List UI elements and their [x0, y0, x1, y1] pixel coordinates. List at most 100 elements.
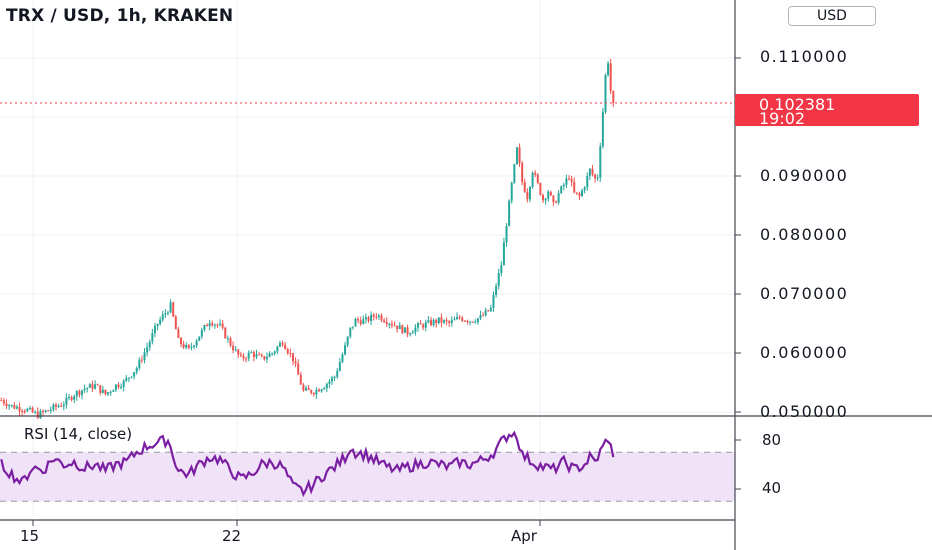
candle-body — [75, 391, 78, 397]
candle-body — [560, 186, 563, 194]
candle-body — [531, 172, 534, 187]
candle-body — [323, 388, 326, 390]
candle-body — [552, 195, 555, 203]
candle-body — [461, 317, 464, 321]
candle-body — [31, 407, 34, 413]
candle-body — [489, 307, 492, 312]
candle-body — [101, 389, 104, 393]
candle-body — [476, 318, 479, 322]
candle-body — [612, 90, 615, 103]
x-tick-label: 15 — [20, 527, 40, 545]
candle-body — [289, 352, 292, 354]
rsi-series — [0, 430, 615, 498]
candle-body — [594, 174, 597, 179]
candle-body — [302, 384, 305, 391]
candle-body — [146, 347, 149, 353]
candle-body — [127, 377, 130, 379]
candle-body — [276, 346, 279, 352]
candle-body — [497, 273, 500, 287]
candle-body — [463, 320, 466, 322]
candle-body — [549, 191, 552, 196]
candle-body — [541, 194, 544, 201]
bar-countdown: 19:02 — [759, 109, 806, 128]
candle-body — [252, 352, 255, 358]
candle-body — [609, 63, 612, 91]
candle-body — [596, 177, 599, 179]
x-tick-label: 22 — [222, 527, 242, 545]
candle-body — [362, 319, 365, 324]
candle-body — [294, 361, 297, 364]
candle-body — [268, 353, 271, 358]
y-tick-label: 0.110000 — [760, 47, 849, 66]
candle-body — [140, 359, 143, 361]
candle-body — [65, 397, 68, 405]
candle-body — [427, 320, 430, 323]
candle-body — [484, 310, 487, 316]
candle-body — [495, 286, 498, 295]
candle-body — [200, 329, 203, 337]
candle-body — [312, 393, 315, 395]
candle-body — [398, 325, 401, 330]
candle-body — [492, 294, 495, 308]
candle-body — [570, 178, 573, 182]
candle-body — [250, 352, 253, 354]
y-tick-label: 0.090000 — [760, 166, 849, 185]
candle-body — [73, 396, 76, 400]
rsi-tick-label: 40 — [762, 479, 782, 497]
candle-body — [185, 344, 188, 348]
candle-body — [104, 389, 107, 395]
candle-body — [581, 190, 584, 197]
candle-body — [315, 389, 318, 395]
candle-body — [226, 338, 229, 340]
grid-lines — [0, 0, 735, 518]
candle-body — [320, 389, 323, 392]
candle-body — [52, 404, 55, 410]
candle-body — [377, 315, 380, 317]
candle-body — [351, 326, 354, 328]
candle-body — [83, 388, 86, 391]
candle-body — [297, 363, 300, 375]
candle-body — [135, 368, 138, 373]
candle-body — [536, 174, 539, 183]
candle-body — [125, 378, 128, 381]
candle-body — [364, 317, 367, 320]
candle-body — [286, 349, 289, 353]
candle-body — [281, 343, 284, 345]
candle-body — [190, 346, 193, 348]
candle-body — [54, 404, 57, 407]
candle-body — [401, 325, 404, 333]
candle-body — [568, 178, 571, 180]
candle-body — [388, 323, 391, 325]
candle-body — [430, 320, 433, 326]
rsi-label: RSI (14, close) — [24, 425, 133, 443]
candle-body — [544, 198, 547, 201]
candle-body — [370, 314, 373, 321]
candle-body — [601, 111, 604, 147]
candle-body — [166, 312, 169, 314]
last-price-value: 0.102381 — [759, 95, 836, 114]
candle-body — [526, 192, 529, 200]
candle-body — [114, 384, 117, 391]
candle-body — [396, 325, 399, 330]
candle-body — [453, 319, 456, 321]
candle-body — [393, 325, 396, 327]
candle-body — [26, 409, 29, 412]
candle-body — [138, 359, 141, 369]
candle-body — [13, 404, 16, 409]
candle-body — [346, 336, 349, 346]
candle-body — [10, 404, 13, 406]
candle-body — [34, 411, 37, 413]
candle-body — [221, 323, 224, 328]
candle-body — [62, 404, 65, 407]
currency-button[interactable]: USD — [788, 6, 876, 26]
candle-body — [372, 314, 375, 317]
candle-body — [133, 372, 136, 377]
candle-body — [518, 147, 521, 164]
candle-body — [547, 191, 550, 199]
candle-body — [586, 175, 589, 188]
candle-body — [479, 315, 482, 319]
candle-body — [0, 400, 3, 402]
candle-body — [21, 411, 24, 413]
